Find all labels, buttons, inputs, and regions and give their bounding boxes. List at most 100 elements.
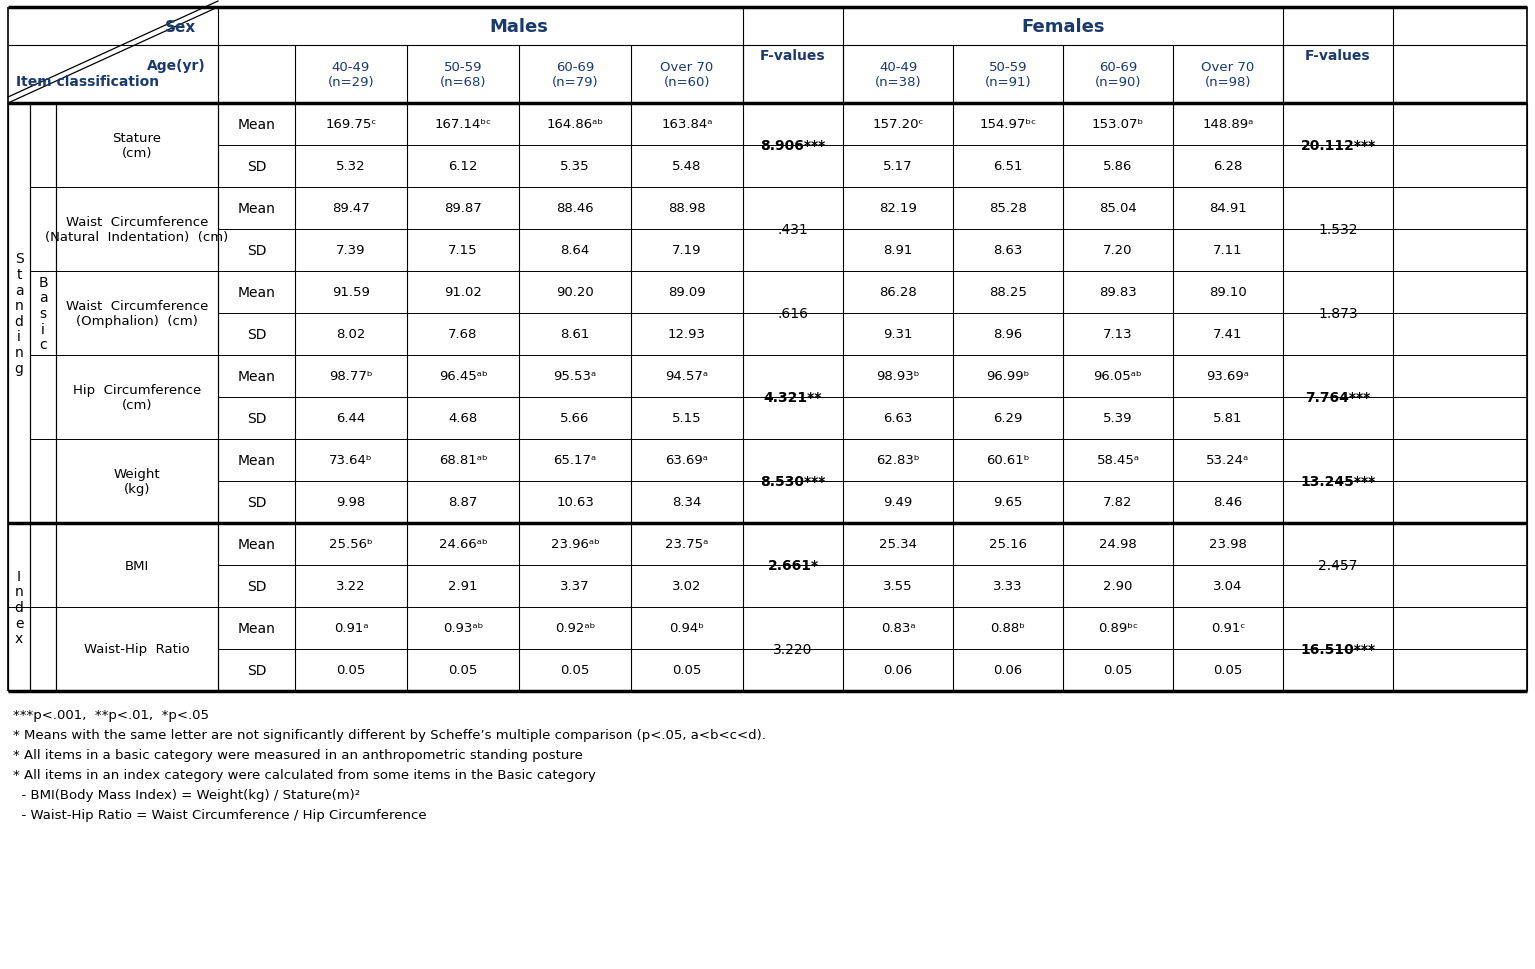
Text: 3.55: 3.55 bbox=[883, 579, 913, 593]
Text: 73.64ᵇ: 73.64ᵇ bbox=[328, 454, 373, 467]
Text: 88.46: 88.46 bbox=[556, 203, 594, 215]
Text: 8.46: 8.46 bbox=[1213, 496, 1243, 509]
Text: 5.32: 5.32 bbox=[336, 160, 365, 173]
Text: 24.98: 24.98 bbox=[1099, 538, 1137, 551]
Text: 0.06: 0.06 bbox=[993, 664, 1022, 676]
Text: Mean: Mean bbox=[238, 369, 275, 384]
Text: 84.91: 84.91 bbox=[1210, 203, 1246, 215]
Text: 6.29: 6.29 bbox=[993, 412, 1022, 425]
Text: 25.56ᵇ: 25.56ᵇ bbox=[328, 538, 373, 551]
Text: 0.91ᶜ: 0.91ᶜ bbox=[1211, 622, 1245, 635]
Text: 98.77ᵇ: 98.77ᵇ bbox=[328, 370, 373, 383]
Text: 63.69ᵃ: 63.69ᵃ bbox=[666, 454, 709, 467]
Text: 6.51: 6.51 bbox=[993, 160, 1022, 173]
Text: 96.45ᵃᵇ: 96.45ᵃᵇ bbox=[439, 370, 488, 383]
Text: 23.98: 23.98 bbox=[1210, 538, 1246, 551]
Text: 169.75ᶜ: 169.75ᶜ bbox=[325, 118, 376, 132]
Text: 5.66: 5.66 bbox=[560, 412, 589, 425]
Text: SD: SD bbox=[247, 328, 266, 342]
Text: 1.873: 1.873 bbox=[1319, 306, 1358, 321]
Text: Stature
(cm): Stature (cm) bbox=[112, 132, 161, 160]
Text: * All items in an index category were calculated from some items in the Basic ca: * All items in an index category were ca… bbox=[12, 768, 596, 782]
Text: 88.98: 88.98 bbox=[668, 203, 706, 215]
Text: 6.28: 6.28 bbox=[1213, 160, 1243, 173]
Text: 6.44: 6.44 bbox=[336, 412, 365, 425]
Text: 3.22: 3.22 bbox=[336, 579, 365, 593]
Text: 7.39: 7.39 bbox=[336, 244, 365, 257]
Text: 2.91: 2.91 bbox=[448, 579, 477, 593]
Text: Mean: Mean bbox=[238, 453, 275, 467]
Text: ***p<.001,  **p<.01,  *p<.05: ***p<.001, **p<.01, *p<.05 bbox=[12, 708, 209, 722]
Text: 7.13: 7.13 bbox=[1104, 328, 1133, 341]
Text: 89.83: 89.83 bbox=[1099, 286, 1137, 299]
Text: - Waist-Hip Ratio = Waist Circumference / Hip Circumference: - Waist-Hip Ratio = Waist Circumference … bbox=[12, 809, 427, 822]
Text: SD: SD bbox=[247, 160, 266, 173]
Text: SD: SD bbox=[247, 579, 266, 593]
Text: 5.39: 5.39 bbox=[1104, 412, 1133, 425]
Text: .431: .431 bbox=[778, 223, 809, 236]
Text: 7.41: 7.41 bbox=[1213, 328, 1243, 341]
Text: 8.906***: 8.906*** bbox=[760, 139, 826, 153]
Text: 60-69
(n=79): 60-69 (n=79) bbox=[551, 61, 599, 89]
Text: Hip  Circumference
(cm): Hip Circumference (cm) bbox=[72, 384, 201, 412]
Text: 0.89ᵇᶜ: 0.89ᵇᶜ bbox=[1098, 622, 1137, 635]
Text: 50-59
(n=91): 50-59 (n=91) bbox=[984, 61, 1032, 89]
Text: 95.53ᵃ: 95.53ᵃ bbox=[554, 370, 597, 383]
Text: 96.99ᵇ: 96.99ᵇ bbox=[987, 370, 1030, 383]
Text: 4.321**: 4.321** bbox=[764, 391, 823, 405]
Text: 94.57ᵃ: 94.57ᵃ bbox=[666, 370, 709, 383]
Text: 167.14ᵇᶜ: 167.14ᵇᶜ bbox=[434, 118, 491, 132]
Text: 6.63: 6.63 bbox=[883, 412, 913, 425]
Text: 148.89ᵃ: 148.89ᵃ bbox=[1202, 118, 1254, 132]
Text: 68.81ᵃᵇ: 68.81ᵃᵇ bbox=[439, 454, 488, 467]
Text: .616: .616 bbox=[778, 306, 809, 321]
Text: Waist-Hip  Ratio: Waist-Hip Ratio bbox=[84, 642, 190, 656]
Text: SD: SD bbox=[247, 664, 266, 677]
Text: 89.09: 89.09 bbox=[668, 286, 706, 299]
Text: F-values: F-values bbox=[1305, 49, 1371, 63]
Text: Waist  Circumference
(Natural  Indentation)  (cm): Waist Circumference (Natural Indentation… bbox=[46, 216, 229, 244]
Text: 91.02: 91.02 bbox=[444, 286, 482, 299]
Text: 0.05: 0.05 bbox=[448, 664, 477, 676]
Text: Weight
(kg): Weight (kg) bbox=[114, 467, 160, 495]
Text: 9.31: 9.31 bbox=[883, 328, 913, 341]
Text: 3.37: 3.37 bbox=[560, 579, 589, 593]
Text: 7.20: 7.20 bbox=[1104, 244, 1133, 257]
Text: Over 70
(n=98): Over 70 (n=98) bbox=[1202, 61, 1254, 89]
Text: 8.02: 8.02 bbox=[336, 328, 365, 341]
Text: 7.764***: 7.764*** bbox=[1305, 391, 1371, 405]
Text: 8.63: 8.63 bbox=[993, 244, 1022, 257]
Text: 60.61ᵇ: 60.61ᵇ bbox=[987, 454, 1030, 467]
Text: 5.15: 5.15 bbox=[672, 412, 701, 425]
Text: 9.98: 9.98 bbox=[336, 496, 365, 509]
Text: 8.64: 8.64 bbox=[560, 244, 589, 257]
Text: 8.61: 8.61 bbox=[560, 328, 589, 341]
Text: 86.28: 86.28 bbox=[880, 286, 916, 299]
Text: - BMI(Body Mass Index) = Weight(kg) / Stature(m)²: - BMI(Body Mass Index) = Weight(kg) / St… bbox=[12, 789, 361, 801]
Text: 0.92ᵃᵇ: 0.92ᵃᵇ bbox=[554, 622, 596, 635]
Text: 9.49: 9.49 bbox=[883, 496, 913, 509]
Text: I
n
d
e
x: I n d e x bbox=[14, 569, 23, 645]
Text: 58.45ᵃ: 58.45ᵃ bbox=[1096, 454, 1139, 467]
Text: 13.245***: 13.245*** bbox=[1300, 475, 1375, 488]
Text: 53.24ᵃ: 53.24ᵃ bbox=[1207, 454, 1249, 467]
Text: SD: SD bbox=[247, 244, 266, 258]
Text: 5.48: 5.48 bbox=[672, 160, 701, 173]
Text: 85.04: 85.04 bbox=[1099, 203, 1137, 215]
Text: 89.87: 89.87 bbox=[444, 203, 482, 215]
Text: 163.84ᵃ: 163.84ᵃ bbox=[662, 118, 712, 132]
Text: 8.34: 8.34 bbox=[672, 496, 701, 509]
Text: 153.07ᵇ: 153.07ᵇ bbox=[1091, 118, 1144, 132]
Text: 24.66ᵃᵇ: 24.66ᵃᵇ bbox=[439, 538, 488, 551]
Text: 4.68: 4.68 bbox=[448, 412, 477, 425]
Text: Mean: Mean bbox=[238, 621, 275, 636]
Text: 40-49
(n=29): 40-49 (n=29) bbox=[327, 61, 375, 89]
Text: Item classification: Item classification bbox=[15, 75, 160, 89]
Text: 23.75ᵃ: 23.75ᵃ bbox=[665, 538, 709, 551]
Text: 5.17: 5.17 bbox=[883, 160, 913, 173]
Text: 16.510***: 16.510*** bbox=[1300, 642, 1375, 656]
Text: 3.04: 3.04 bbox=[1213, 579, 1243, 593]
Text: 65.17ᵃ: 65.17ᵃ bbox=[554, 454, 597, 467]
Text: 50-59
(n=68): 50-59 (n=68) bbox=[439, 61, 487, 89]
Text: 8.87: 8.87 bbox=[448, 496, 477, 509]
